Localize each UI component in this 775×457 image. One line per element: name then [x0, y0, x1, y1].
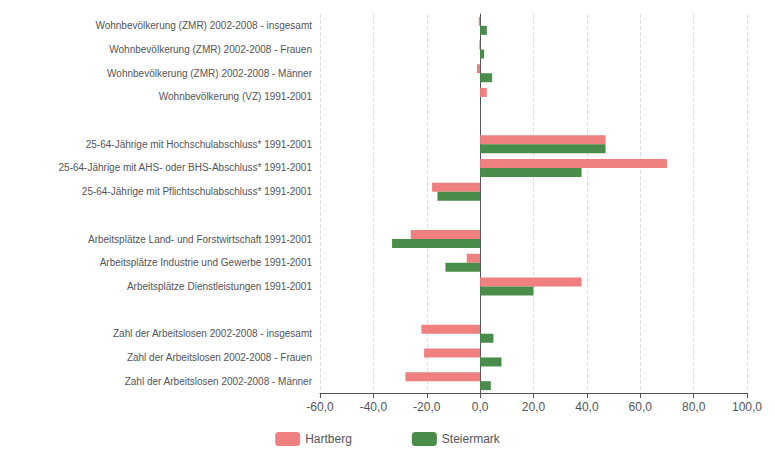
svg-text:80,0: 80,0	[682, 400, 706, 414]
svg-text:-20,0: -20,0	[413, 400, 441, 414]
svg-text:0,0: 0,0	[472, 400, 489, 414]
svg-text:Arbeitsplätze Dienstleistungen: Arbeitsplätze Dienstleistungen 1991-2001	[127, 281, 313, 292]
svg-text:Arbeitsplätze Industrie und Ge: Arbeitsplätze Industrie und Gewerbe 1991…	[100, 257, 313, 268]
svg-text:Wohnbevölkerung (ZMR) 2002-200: Wohnbevölkerung (ZMR) 2002-2008 - Frauen	[109, 44, 312, 55]
svg-text:25-64-Jährige mit Hochschulabs: 25-64-Jährige mit Hochschulabschluss* 19…	[86, 139, 313, 150]
svg-text:100,0: 100,0	[732, 400, 762, 414]
svg-text:Steiermark: Steiermark	[442, 432, 501, 446]
svg-text:40,0: 40,0	[575, 400, 599, 414]
svg-text:Wohnbevölkerung (ZMR) 2002-200: Wohnbevölkerung (ZMR) 2002-2008 - Männer	[107, 68, 313, 79]
svg-text:Zahl der Arbeitslosen 2002-200: Zahl der Arbeitslosen 2002-2008 - Frauen	[127, 352, 312, 363]
svg-text:-40,0: -40,0	[360, 400, 388, 414]
svg-text:25-64-Jährige mit AHS- oder BH: 25-64-Jährige mit AHS- oder BHS-Abschlus…	[59, 162, 313, 173]
svg-text:25-64-Jährige mit Pflichtschul: 25-64-Jährige mit Pflichtschulabschluss*…	[82, 186, 313, 197]
svg-text:Wohnbevölkerung (VZ) 1991-2001: Wohnbevölkerung (VZ) 1991-2001	[159, 91, 313, 102]
svg-text:Zahl der Arbeitslosen 2002-200: Zahl der Arbeitslosen 2002-2008 - insges…	[113, 328, 312, 339]
svg-text:Wohnbevölkerung (ZMR) 2002-200: Wohnbevölkerung (ZMR) 2002-2008 - insges…	[95, 20, 312, 31]
svg-text:-60,0: -60,0	[306, 400, 334, 414]
svg-text:Hartberg: Hartberg	[305, 432, 352, 446]
svg-text:Zahl der Arbeitslosen 2002-200: Zahl der Arbeitslosen 2002-2008 - Männer	[125, 376, 313, 387]
svg-text:Arbeitsplätze Land- und Forstw: Arbeitsplätze Land- und Forstwirtschaft …	[88, 234, 312, 245]
svg-text:60,0: 60,0	[629, 400, 653, 414]
svg-text:20,0: 20,0	[522, 400, 546, 414]
